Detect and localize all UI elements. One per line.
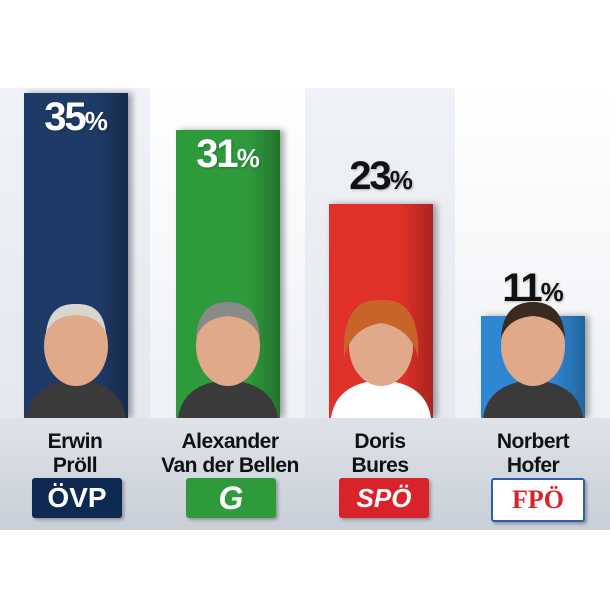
first-name: Norbert	[496, 430, 570, 453]
value-label-bures: 23%	[311, 154, 451, 199]
oevp-logo: ÖVP	[32, 478, 122, 518]
value-unit: %	[84, 106, 108, 136]
bar-proell	[24, 93, 128, 418]
candidate-name-bures: Doris Bures	[305, 430, 455, 478]
portrait-bures	[331, 299, 431, 418]
first-name: Erwin	[47, 430, 103, 453]
last-name: Hofer	[506, 454, 560, 477]
value-unit: %	[236, 143, 260, 174]
candidate-name-hofer: Norbert Hofer	[458, 430, 608, 478]
portrait-hofer	[483, 302, 583, 418]
last-name: Bures	[351, 454, 409, 477]
portrait-proell	[26, 303, 126, 418]
party-label: ÖVP	[47, 482, 107, 513]
candidate-name-vanderbellen: Alexander Van der Bellen	[150, 430, 310, 478]
value-label-hofer: 11%	[463, 266, 603, 311]
portrait-vanderbellen	[178, 302, 278, 418]
last-name: Pröll	[52, 454, 98, 477]
first-name: Alexander	[181, 430, 279, 453]
name-band: Erwin Pröll Alexander Van der Bellen Dor…	[0, 418, 610, 530]
party-label: G	[218, 479, 244, 516]
gruene-logo: G	[186, 478, 276, 518]
candidate-name-proell: Erwin Pröll	[0, 430, 150, 478]
value-label-vanderbellen: 31%	[158, 132, 298, 177]
party-label: FPÖ	[512, 485, 564, 514]
spoe-logo: SPÖ	[339, 478, 429, 518]
value-number: 35	[44, 95, 86, 139]
last-name: Van der Bellen	[161, 454, 299, 477]
first-name: Doris	[354, 430, 406, 453]
bar-vanderbellen	[176, 130, 280, 418]
fpoe-logo: FPÖ	[491, 478, 585, 522]
chart-area: 35% 31% 23% 11%	[0, 88, 610, 418]
value-label-proell: 35%	[6, 95, 146, 140]
value-unit: %	[540, 276, 564, 307]
value-number: 23	[349, 154, 391, 199]
party-label: SPÖ	[356, 482, 412, 513]
value-number: 31	[196, 132, 238, 177]
value-unit: %	[389, 165, 413, 196]
value-number: 11	[502, 265, 542, 310]
